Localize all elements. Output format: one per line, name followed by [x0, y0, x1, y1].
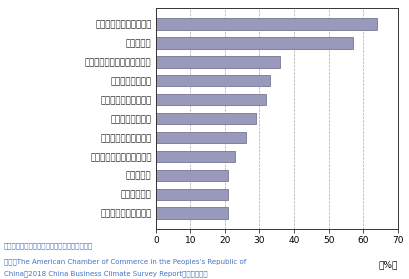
- Bar: [155, 94, 266, 105]
- Bar: [155, 37, 352, 49]
- Bar: [155, 207, 228, 219]
- Bar: [155, 56, 279, 68]
- Bar: [155, 75, 269, 86]
- Bar: [155, 113, 255, 124]
- Bar: [155, 170, 228, 181]
- Bar: [155, 18, 376, 30]
- Text: （%）: （%）: [378, 260, 397, 269]
- Bar: [155, 151, 235, 162]
- Text: China「2018 China Business Climate Survey Report」から作成。: China「2018 China Business Climate Survey…: [4, 271, 207, 277]
- Bar: [155, 132, 245, 143]
- Bar: [155, 189, 228, 200]
- Text: 資料：The American Chamber of Commerce in the Peoples’s Republic of: 資料：The American Chamber of Commerce in t…: [4, 258, 246, 265]
- Text: 備考：回答者のうち、同項目を選択した割合。: 備考：回答者のうち、同項目を選択した割合。: [4, 243, 93, 249]
